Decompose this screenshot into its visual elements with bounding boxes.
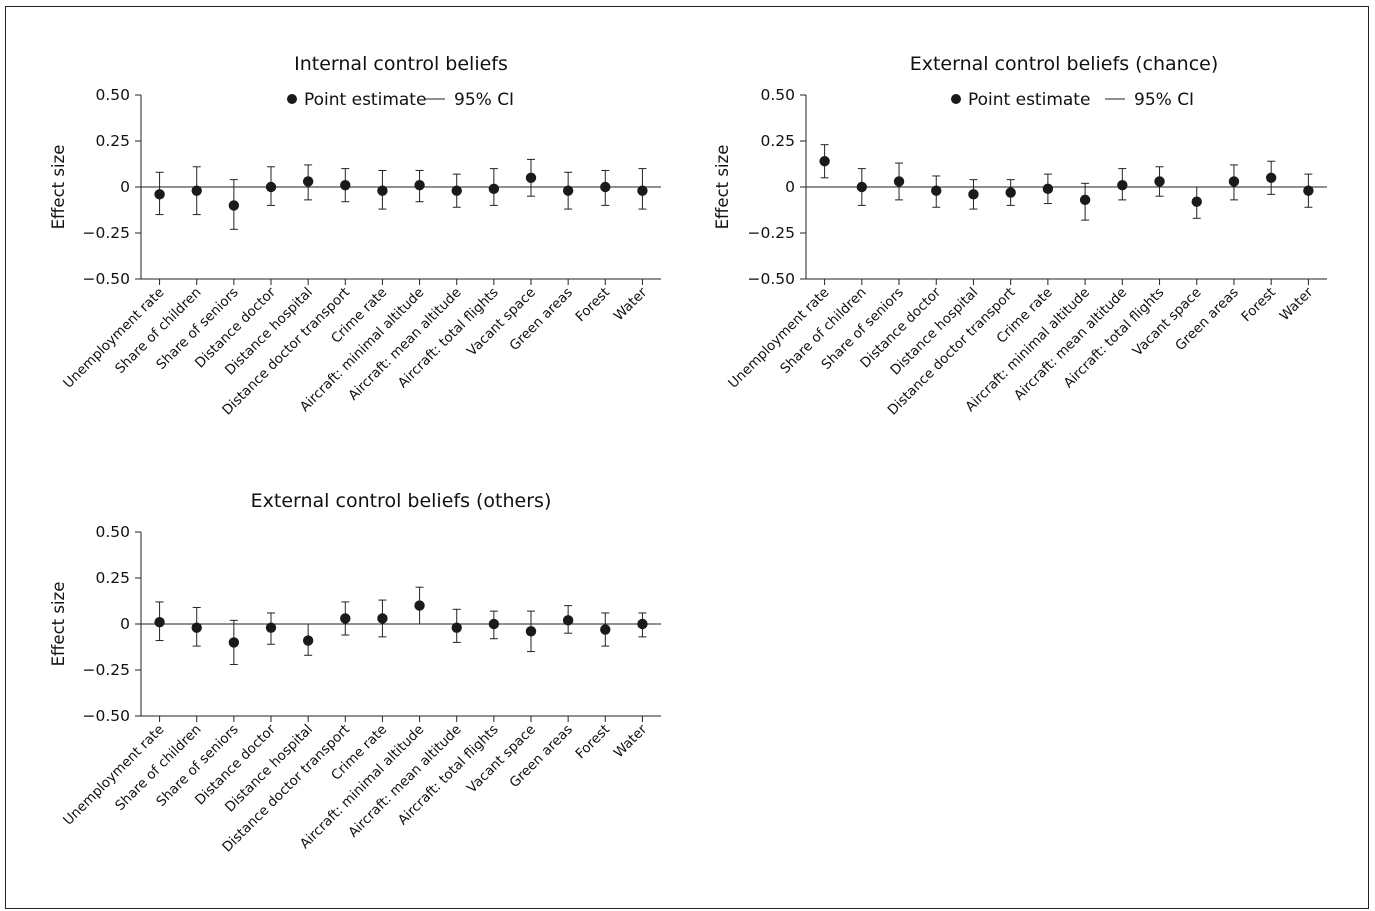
point-estimate bbox=[154, 616, 165, 628]
point-estimate bbox=[414, 179, 425, 191]
x-tick-label: Water bbox=[1277, 284, 1317, 324]
chart-panel-1: Internal control beliefs 0.50 0.25 0 −0.25 −0… bbox=[49, 53, 661, 418]
point-estimate bbox=[488, 618, 500, 630]
point-estimate bbox=[856, 181, 868, 193]
point-estimate bbox=[637, 185, 648, 196]
chart-panel-3: External control beliefs (others) 0.50 0.2… bbox=[49, 490, 661, 855]
point-estimate bbox=[340, 179, 351, 191]
x-tick-label: Forest bbox=[572, 722, 613, 763]
point-estimate bbox=[414, 600, 425, 611]
legend-ci-label: 95% CI bbox=[1134, 90, 1194, 110]
y-axis-label: Effect size bbox=[49, 582, 68, 667]
y-tick-label: −0.25 bbox=[83, 224, 131, 242]
y-tick-label: 0.50 bbox=[95, 523, 130, 541]
point-estimate bbox=[451, 185, 462, 196]
chart-title: External control beliefs (chance) bbox=[910, 53, 1219, 75]
legend: Point estimate 95% CI bbox=[287, 90, 514, 110]
point-estimate bbox=[154, 189, 165, 200]
point-estimate bbox=[562, 615, 574, 626]
y-tick-label: 0 bbox=[785, 178, 795, 196]
y-axis-label: Effect size bbox=[49, 145, 68, 230]
point-estimate bbox=[600, 624, 611, 635]
point-estimate bbox=[488, 183, 500, 195]
point-estimate bbox=[228, 637, 240, 648]
x-tick-label: Water bbox=[611, 284, 651, 324]
point-estimate bbox=[228, 200, 240, 211]
point-estimate bbox=[1265, 172, 1277, 183]
point-estimate bbox=[1079, 194, 1091, 206]
legend-point-label: Point estimate bbox=[304, 90, 426, 110]
point-estimate bbox=[191, 185, 202, 196]
point-estimate bbox=[451, 622, 462, 633]
point-estimate bbox=[340, 613, 351, 624]
x-tick-label: Water bbox=[611, 721, 651, 761]
point-estimate bbox=[1005, 187, 1016, 198]
y-tick-label: −0.25 bbox=[748, 224, 796, 242]
chart-title: External control beliefs (others) bbox=[251, 490, 552, 512]
y-tick-label: −0.50 bbox=[748, 270, 796, 288]
point-estimate bbox=[525, 626, 537, 637]
y-tick-label: −0.25 bbox=[83, 661, 131, 679]
y-tick-label: 0.25 bbox=[760, 132, 795, 150]
point-estimate bbox=[377, 185, 388, 196]
chart-panel-2: External control beliefs (chance) 0.50 0.2… bbox=[713, 53, 1327, 418]
point-estimate bbox=[191, 622, 202, 633]
point-estimate bbox=[600, 181, 611, 193]
point-estimate bbox=[525, 172, 537, 183]
chart-title: Internal control beliefs bbox=[294, 53, 508, 75]
point-estimate bbox=[819, 156, 830, 167]
y-tick-label: 0.25 bbox=[95, 569, 130, 587]
point-estimate bbox=[893, 176, 905, 187]
point-estimate bbox=[302, 176, 314, 187]
x-tick-label: Forest bbox=[572, 285, 613, 326]
y-tick-label: −0.50 bbox=[83, 270, 131, 288]
point-estimate bbox=[265, 622, 277, 633]
point-estimate bbox=[302, 635, 314, 646]
point-estimate bbox=[931, 185, 942, 196]
y-tick-label: 0.50 bbox=[95, 86, 130, 104]
y-axis-label: Effect size bbox=[713, 145, 732, 230]
point-estimate bbox=[265, 181, 277, 193]
point-estimate bbox=[637, 618, 648, 630]
y-tick-label: 0 bbox=[120, 615, 130, 633]
y-tick-label: −0.50 bbox=[83, 707, 131, 725]
figure-frame: Internal control beliefs 0.50 0.25 0 −0.25 −0… bbox=[5, 6, 1369, 909]
legend-point-label: Point estimate bbox=[968, 90, 1090, 110]
legend-point-marker bbox=[287, 94, 297, 104]
point-estimate bbox=[1191, 196, 1202, 207]
chart-canvas: Internal control beliefs 0.50 0.25 0 −0.25 −0… bbox=[49, 53, 1327, 855]
legend-ci-label: 95% CI bbox=[454, 90, 514, 110]
point-estimate bbox=[1228, 176, 1240, 187]
legend-point-marker bbox=[951, 94, 961, 104]
y-tick-label: 0.25 bbox=[95, 132, 130, 150]
x-tick-label: Forest bbox=[1238, 285, 1279, 326]
point-estimate bbox=[377, 613, 388, 624]
point-estimate bbox=[1042, 183, 1054, 195]
point-estimate bbox=[562, 185, 574, 196]
point-estimate bbox=[968, 189, 979, 200]
point-estimate bbox=[1303, 185, 1314, 196]
point-estimate bbox=[1154, 176, 1165, 187]
y-tick-label: 0 bbox=[120, 178, 130, 196]
legend: Point estimate 95% CI bbox=[951, 90, 1194, 110]
y-tick-label: 0.50 bbox=[760, 86, 795, 104]
point-estimate bbox=[1117, 179, 1128, 191]
